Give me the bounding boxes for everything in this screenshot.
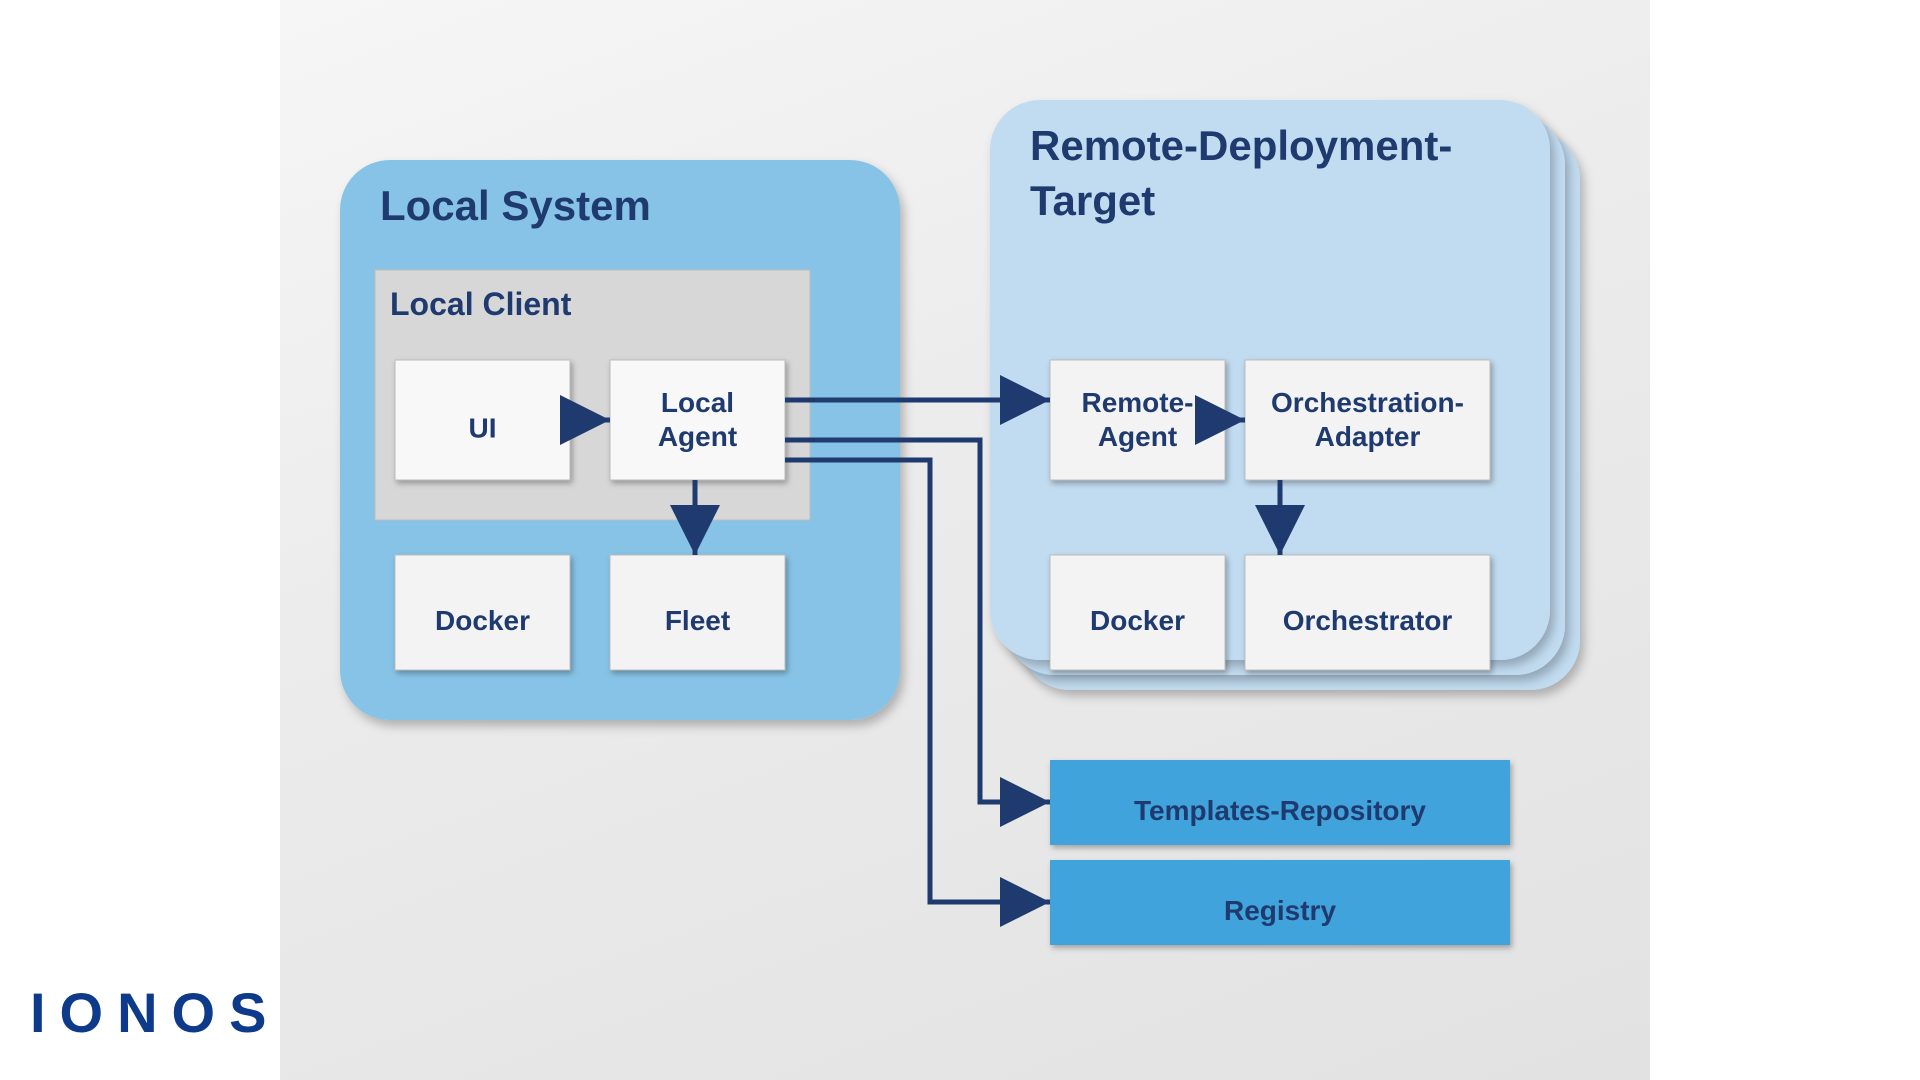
orch-adapter-label-2: Adapter xyxy=(1315,421,1421,452)
ui-label: UI xyxy=(469,412,497,443)
registry-box: Registry xyxy=(1050,860,1510,945)
fleet-label: Fleet xyxy=(665,605,730,636)
fleet-box: Fleet xyxy=(610,555,785,670)
local-agent-label-1: Local xyxy=(661,387,734,418)
orchestrator-label: Orchestrator xyxy=(1283,605,1453,636)
remote-agent-label-2: Agent xyxy=(1098,421,1177,452)
local-docker-box: Docker xyxy=(395,555,570,670)
local-system-title: Local System xyxy=(380,182,651,229)
local-client-title: Local Client xyxy=(390,286,572,322)
local-agent-label-2: Agent xyxy=(658,421,737,452)
remote-agent-label-1: Remote- xyxy=(1081,387,1193,418)
architecture-diagram: Remote-Deployment- Target Local System L… xyxy=(280,0,1650,1080)
remote-docker-box: Docker xyxy=(1050,555,1225,670)
orchestration-adapter-box: Orchestration- Adapter xyxy=(1245,360,1490,480)
remote-docker-label: Docker xyxy=(1090,605,1185,636)
templates-repo-box: Templates-Repository xyxy=(1050,760,1510,845)
ui-box: UI xyxy=(395,360,570,480)
diagram-canvas: Remote-Deployment- Target Local System L… xyxy=(280,0,1650,1080)
remote-agent-box: Remote- Agent xyxy=(1050,360,1225,480)
orch-adapter-label-1: Orchestration- xyxy=(1271,387,1464,418)
local-agent-box: Local Agent xyxy=(610,360,785,480)
remote-title-line1: Remote-Deployment- xyxy=(1030,122,1452,169)
orchestrator-box: Orchestrator xyxy=(1245,555,1490,670)
remote-title-line2: Target xyxy=(1030,177,1155,224)
local-docker-label: Docker xyxy=(435,605,530,636)
templates-label: Templates-Repository xyxy=(1134,795,1426,826)
registry-label: Registry xyxy=(1224,895,1336,926)
ionos-logo: IONOS xyxy=(30,980,280,1045)
